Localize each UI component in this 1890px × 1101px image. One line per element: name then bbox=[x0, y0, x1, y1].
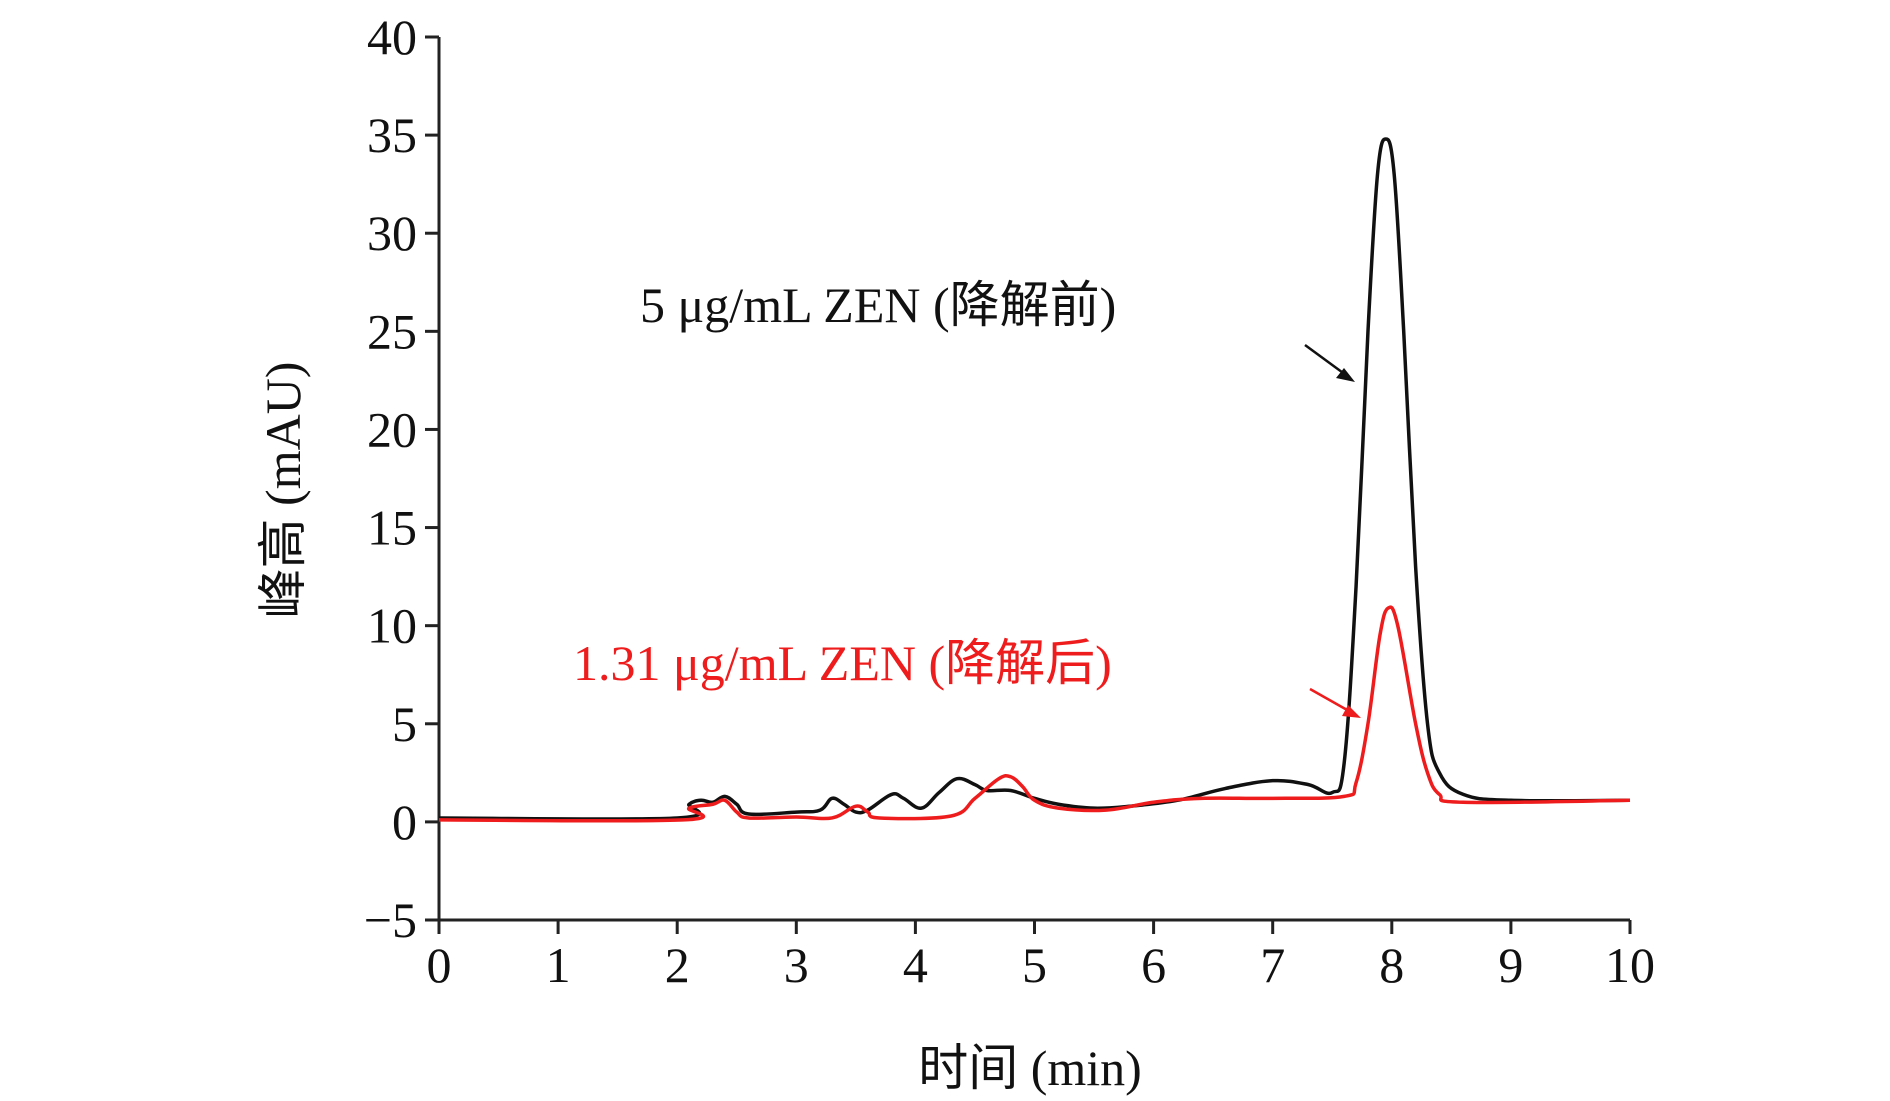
annotation-after: 1.31 μg/mL ZEN (降解后) bbox=[573, 635, 1112, 691]
y-tick-label: 35 bbox=[367, 107, 417, 163]
y-tick-label: 30 bbox=[367, 205, 417, 261]
annotation-before: 5 μg/mL ZEN (降解前) bbox=[640, 277, 1116, 333]
x-tick-label: 10 bbox=[1605, 937, 1655, 993]
series-line-after bbox=[438, 605, 1631, 823]
x-tick-label: 5 bbox=[1022, 937, 1047, 993]
x-tick-label: 3 bbox=[784, 937, 809, 993]
arrow-before bbox=[1304, 343, 1355, 382]
y-tick-label: 10 bbox=[367, 598, 417, 654]
curves bbox=[438, 137, 1631, 823]
x-axis-label: 时间 (min) bbox=[918, 1040, 1142, 1096]
x-tick-label: 7 bbox=[1260, 937, 1285, 993]
y-tick-label: 20 bbox=[367, 401, 417, 457]
y-tick-label: 25 bbox=[367, 303, 417, 359]
arrow-after bbox=[1309, 687, 1361, 718]
y-tick-label: −5 bbox=[364, 892, 417, 948]
x-tick-label: 6 bbox=[1141, 937, 1166, 993]
y-tick-label: 15 bbox=[367, 500, 417, 556]
x-tick-label: 4 bbox=[903, 937, 928, 993]
series-line-before bbox=[438, 137, 1631, 821]
y-tick-label: 40 bbox=[367, 9, 417, 65]
x-tick-label: 2 bbox=[665, 937, 690, 993]
y-tick-label: 5 bbox=[392, 696, 417, 752]
x-tick-label: 9 bbox=[1498, 937, 1523, 993]
x-tick-label: 0 bbox=[427, 937, 452, 993]
x-tick-label: 1 bbox=[546, 937, 571, 993]
y-axis-label: 峰高 (mAU) bbox=[255, 362, 311, 619]
y-tick-label: 0 bbox=[392, 794, 417, 850]
x-tick-label: 8 bbox=[1379, 937, 1404, 993]
